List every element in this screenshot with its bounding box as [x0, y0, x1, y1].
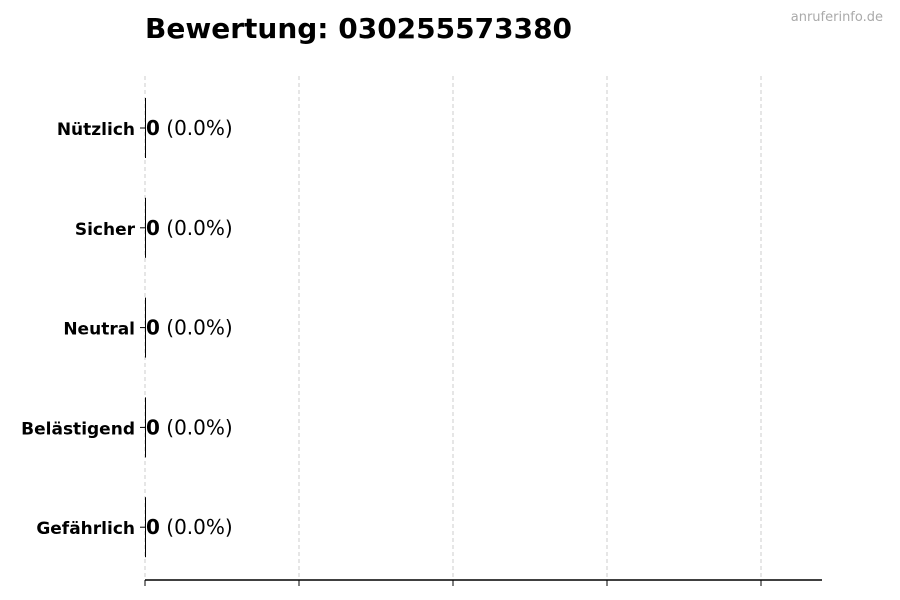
- percent-label: (0.0%): [160, 415, 233, 439]
- data-label: 0 (0.0%): [146, 116, 233, 140]
- percent-label: (0.0%): [160, 515, 233, 539]
- percent-label: (0.0%): [160, 216, 233, 240]
- bar: [145, 497, 146, 558]
- data-label: 0 (0.0%): [146, 415, 233, 439]
- data-label: 0 (0.0%): [146, 316, 233, 340]
- category-label: Belästigend: [21, 419, 135, 439]
- watermark: anruferinfo.de: [790, 10, 883, 25]
- chart-title: Bewertung: 030255573380: [145, 12, 573, 45]
- category-label: Sicher: [75, 220, 136, 240]
- percent-label: (0.0%): [160, 316, 233, 340]
- value-label: 0: [146, 415, 160, 439]
- category-label: Neutral: [63, 320, 135, 340]
- percent-label: (0.0%): [160, 116, 233, 140]
- bar: [145, 397, 146, 458]
- category-label: Nützlich: [57, 120, 135, 140]
- value-label: 0: [146, 515, 160, 539]
- bar: [145, 197, 146, 258]
- data-label: 0 (0.0%): [146, 216, 233, 240]
- data-label: 0 (0.0%): [146, 515, 233, 539]
- value-label: 0: [146, 216, 160, 240]
- value-label: 0: [146, 316, 160, 340]
- value-label: 0: [146, 116, 160, 140]
- bar: [145, 98, 146, 158]
- category-label: Gefährlich: [36, 519, 135, 539]
- bar: [145, 297, 146, 358]
